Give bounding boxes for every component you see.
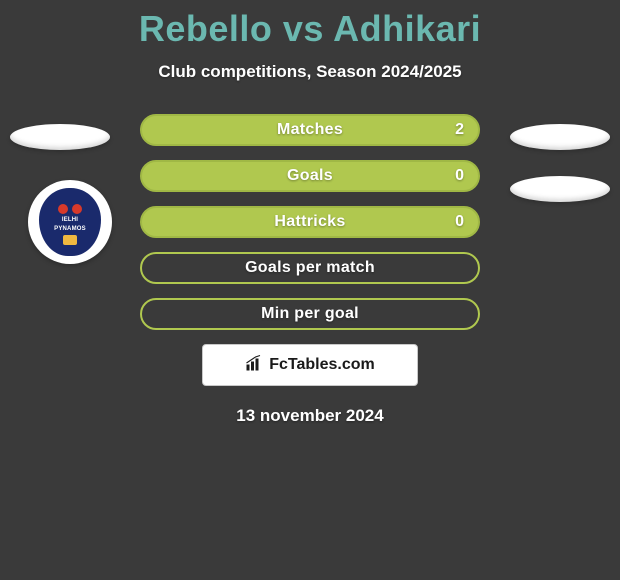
stat-row-goals-per-match: Goals per match: [140, 252, 480, 284]
stats-area: Matches 2 Goals 0 Hattricks 0 Goals per …: [0, 114, 620, 330]
page-title: Rebello vs Adhikari: [0, 0, 620, 50]
subtitle: Club competitions, Season 2024/2025: [0, 62, 620, 82]
stat-label: Min per goal: [261, 305, 359, 323]
player2-name: Adhikari: [333, 8, 481, 49]
stat-row-hattricks: Hattricks 0: [140, 206, 480, 238]
stat-value: 0: [455, 213, 464, 231]
player1-name: Rebello: [139, 8, 273, 49]
vs-label: vs: [283, 8, 324, 49]
infographic-container: Rebello vs Adhikari Club competitions, S…: [0, 0, 620, 580]
stat-label: Goals: [287, 167, 333, 185]
stat-label: Goals per match: [245, 259, 375, 277]
stat-label: Hattricks: [274, 213, 345, 231]
stat-row-min-per-goal: Min per goal: [140, 298, 480, 330]
stat-row-matches: Matches 2: [140, 114, 480, 146]
stat-label: Matches: [277, 121, 343, 139]
stat-row-goals: Goals 0: [140, 160, 480, 192]
date-label: 13 november 2024: [0, 406, 620, 426]
attribution-text: FcTables.com: [269, 356, 375, 374]
stat-value: 2: [455, 121, 464, 139]
bar-chart-icon: [245, 354, 263, 377]
attribution-box[interactable]: FcTables.com: [202, 344, 418, 386]
stat-value: 0: [455, 167, 464, 185]
